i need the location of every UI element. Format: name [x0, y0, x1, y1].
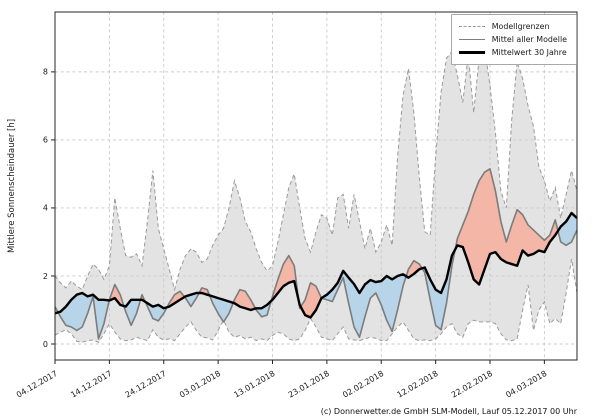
- x-tick-label: 14.12.2017: [69, 369, 113, 400]
- x-tick-label: 04.12.2017: [15, 369, 59, 400]
- x-tick-label: 02.02.2018: [341, 369, 385, 400]
- y-axis-label: Mittlere Sonnenscheindauer [h]: [7, 118, 17, 254]
- mean-30yr-line: [54, 211, 578, 319]
- x-tick-label: 23.01.2018: [287, 369, 331, 400]
- x-tick-label: 24.12.2017: [124, 369, 168, 400]
- x-tick-label: 04.03.2018: [504, 369, 548, 400]
- above-normal-fill: [109, 284, 124, 307]
- x-tick-label: 13.01.2018: [232, 369, 276, 400]
- above-normal-fill: [271, 255, 299, 302]
- model-bounds-band: [55, 48, 577, 343]
- legend-item-30yr-mean: Mittelwert 30 Jahre: [458, 46, 567, 59]
- anomaly-fills: [55, 168, 577, 339]
- dashed-line-swatch: [458, 26, 485, 27]
- above-normal-fill: [406, 260, 423, 278]
- x-tick-label: 22.02.2018: [450, 369, 494, 400]
- copyright-credit: (c) Donnerwetter.de GmbH SLM-Modell, Lau…: [320, 407, 577, 416]
- above-normal-fill: [455, 168, 558, 285]
- model-mean-line: [54, 168, 578, 340]
- y-tick-label: 8: [43, 68, 48, 77]
- y-tick-label: 4: [43, 204, 48, 213]
- gray-line-swatch: [458, 39, 485, 40]
- x-tick-label: 03.01.2018: [178, 369, 222, 400]
- legend-label: Mittel aller Modelle: [491, 35, 567, 44]
- legend-item-model-bounds: Modellgrenzen: [458, 20, 567, 33]
- axis-ticks: [51, 71, 545, 364]
- model-bounds-upper-line: [54, 46, 578, 292]
- y-tick-label: 0: [43, 340, 48, 349]
- y-tick-label: 6: [43, 136, 48, 145]
- legend-item-model-mean: Mittel aller Modelle: [458, 33, 567, 46]
- above-normal-fill: [167, 291, 185, 308]
- black-line-swatch: [458, 51, 485, 54]
- legend-label: Mittelwert 30 Jahre: [491, 48, 567, 57]
- below-normal-fill: [321, 270, 407, 338]
- y-tick-label: 2: [43, 272, 48, 281]
- legend: Modellgrenzen Mittel aller Modelle Mitte…: [450, 14, 577, 65]
- below-normal-fill: [123, 299, 141, 326]
- legend-label: Modellgrenzen: [491, 22, 550, 31]
- model-bounds-lower-line: [54, 258, 578, 343]
- x-tick-label: 12.02.2018: [395, 369, 439, 400]
- plot-border: [54, 11, 578, 361]
- below-normal-fill: [58, 292, 110, 339]
- below-normal-fill: [557, 213, 577, 246]
